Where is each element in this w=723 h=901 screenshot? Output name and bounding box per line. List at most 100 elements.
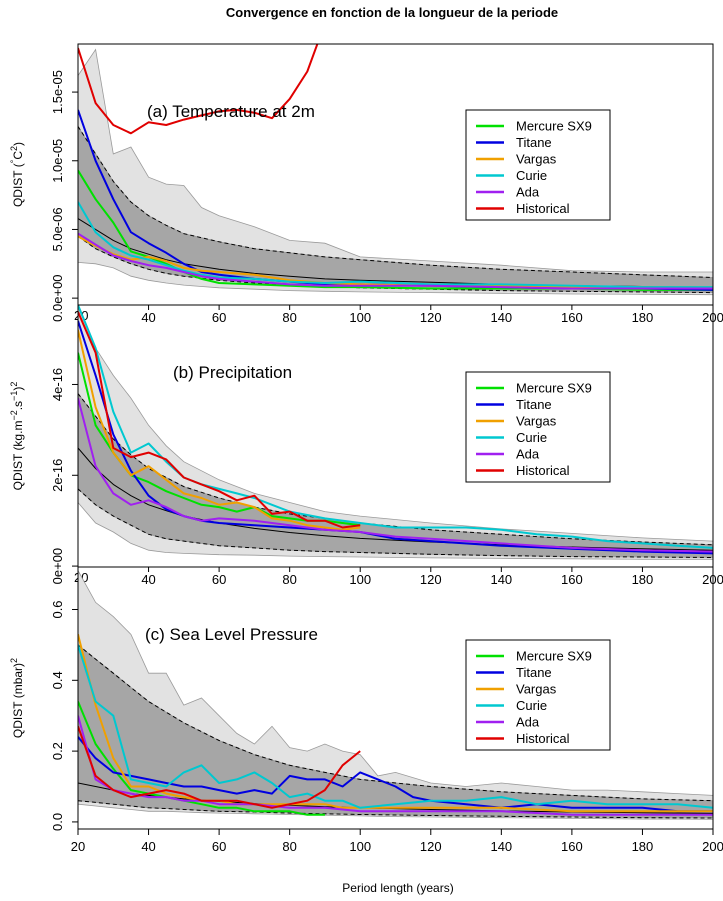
y-axis-label-part: C [11,151,25,160]
y-tick-label: 2e-16 [50,459,65,492]
band-lower-dashed [78,488,713,558]
y-tick-label: 4e-16 [50,368,65,401]
legend-label: Titane [516,665,552,680]
panel-3: 20 40 60 80 100 120 140 160 180 200 0.0 0.2 0.4 0.6 QD… [9,566,723,854]
y-tick-label: 0e+00 [50,548,65,585]
x-tick-label: 160 [561,310,583,325]
y-tick-label: 0.4 [50,671,65,689]
x-tick-label: 40 [141,839,155,854]
y-axis-label-part: .s [11,401,25,410]
panel-1: 204060801001201401601802000.0e+005.0e-06… [9,43,723,325]
series-line-historical [78,311,361,529]
series-line-titane [78,320,713,555]
y-axis-label-part: QDIST ( [11,163,25,207]
legend-label: Ada [516,185,540,200]
x-tick-label: 120 [420,572,442,587]
y-axis-label-part: ) [11,142,25,146]
x-tick-label: 120 [420,310,442,325]
series-line-curie [78,201,713,289]
inner-band [78,644,713,819]
legend-label: Mercure SX9 [516,381,592,396]
y-axis-label: QDIST (°C2) [9,142,25,207]
band-lower-dashed [78,235,713,294]
y-axis-label-part: ) [11,387,25,391]
plot-frame [77,566,714,830]
figure-title: Convergence en fonction de la longueur d… [226,5,558,20]
x-tick-label: 80 [282,839,296,854]
x-tick-label: 60 [212,839,226,854]
x-tick-label: 80 [282,572,296,587]
y-axis-label: QDIST (kg.m−2.s−1)2 [9,382,25,491]
outer-band [78,307,713,560]
y-tick-label: 1.5e-05 [50,70,65,114]
series-line-vargas [78,634,713,813]
x-tick-label: 80 [282,310,296,325]
series-line-historical [78,44,319,135]
x-tick-label: 40 [141,572,155,587]
y-tick-label: 5.0e-06 [50,207,65,251]
band-upper-dashed [78,126,713,278]
legend-label: Historical [516,463,570,478]
y-tick-label: 0.0e+00 [50,274,65,321]
x-tick-label: 40 [141,310,155,325]
y-axis-label-part: −1 [9,391,19,401]
plot-area [78,305,713,560]
y-axis-label-part: −2 [9,410,19,420]
x-tick-label: 140 [490,572,512,587]
x-tick-label: 200 [702,839,723,854]
x-tick-label: 180 [632,310,654,325]
plot-area [78,570,713,820]
x-tick-label: 140 [490,310,512,325]
x-tick-label: 100 [349,572,371,587]
y-axis: 0.0e+00 5.0e-06 1.0e-05 1.5e-05 [50,70,78,322]
panel-label: (a) Temperature at 2m [147,102,315,121]
panel-label: (b) Precipitation [173,363,292,382]
x-tick-label: 120 [420,839,442,854]
x-tick-label: 60 [212,310,226,325]
series-line-mercure-sx9 [78,701,325,816]
x-tick-label: 180 [632,839,654,854]
x-tick-label: 160 [561,839,583,854]
x-axis-label: Period length (years) [342,881,453,895]
y-axis: 0e+00 2e-16 4e-16 [50,368,78,585]
x-tick-label: 20 [71,839,85,854]
legend-label: Historical [516,731,570,746]
band-upper-dashed [78,393,713,546]
y-axis-label-part: QDIST (mbar) [11,663,25,738]
y-axis-label-part: 2 [9,146,19,151]
x-tick-label: 180 [632,572,654,587]
y-axis: 0.0 0.2 0.4 0.6 [50,600,78,831]
y-axis-label-part: 2 [9,382,19,387]
legend-label: Titane [516,397,552,412]
legend-label: Vargas [516,152,557,167]
legend-label: Mercure SX9 [516,119,592,134]
series-line-vargas [78,329,361,531]
legend-label: Curie [516,430,547,445]
legend-label: Curie [516,698,547,713]
x-tick-label: 60 [212,572,226,587]
legend-label: Vargas [516,682,557,697]
series-line-ada [78,397,713,553]
y-tick-label: 1.0e-05 [50,139,65,183]
series-line-curie [78,644,713,809]
y-tick-label: 0.2 [50,742,65,760]
y-tick-label: 0.6 [50,600,65,618]
series-line-historical [78,725,361,809]
x-tick-label: 160 [561,572,583,587]
series-line-vargas [78,235,713,289]
panel-2: 204060801001201401601802000e+002e-164e-1… [9,304,723,587]
x-tick-label: 140 [490,839,512,854]
legend-label: Titane [516,135,552,150]
series-line-titane [78,736,713,813]
y-tick-label: 0.0 [50,813,65,831]
x-tick-label: 100 [349,310,371,325]
series-line-ada [78,232,713,290]
legend-box [465,639,611,751]
legend-label: Ada [516,715,540,730]
legend-box [465,109,611,221]
